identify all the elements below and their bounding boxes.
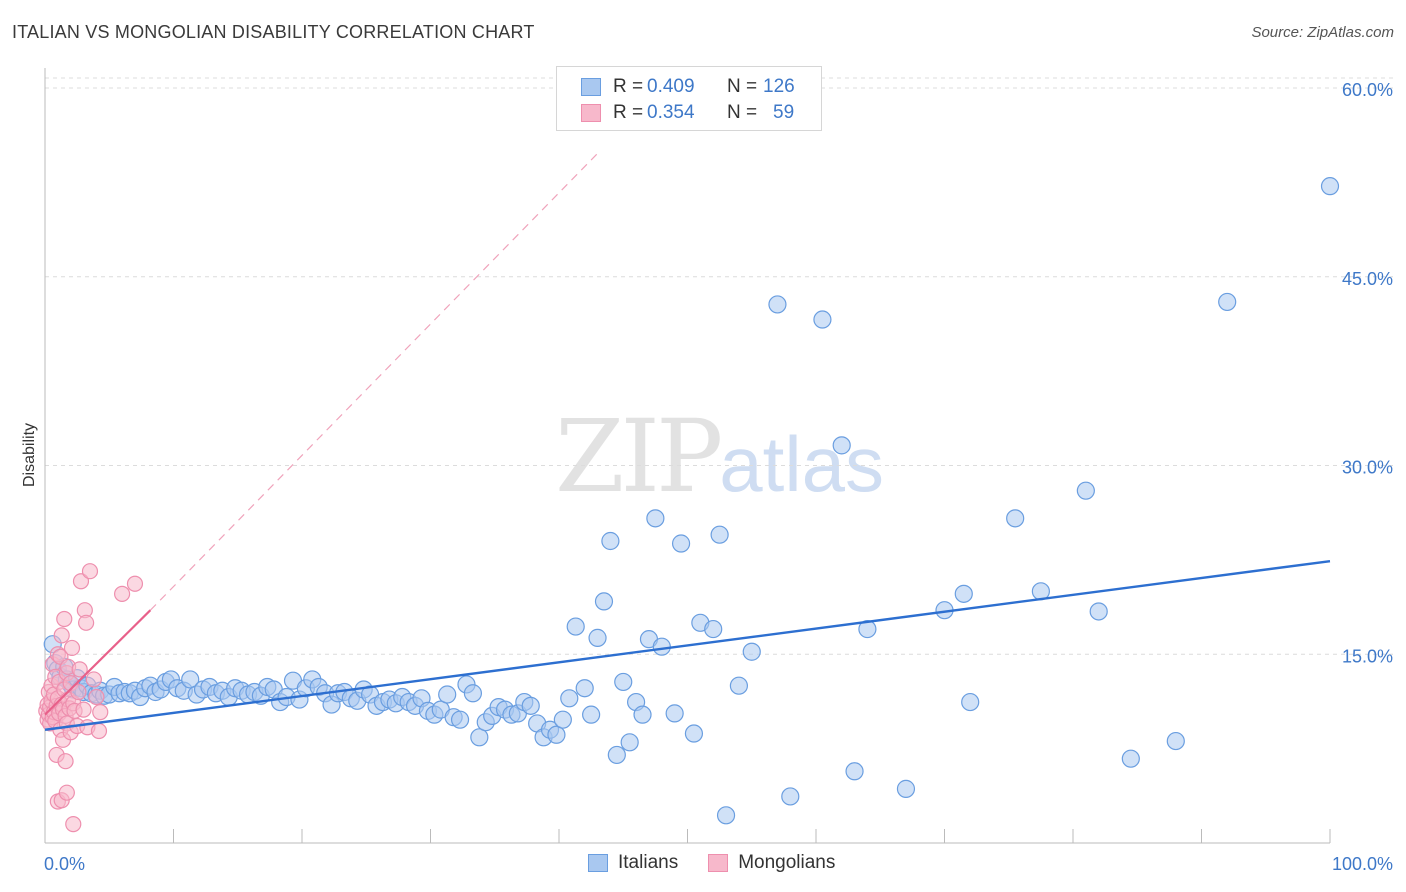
italians-point (1006, 509, 1025, 528)
italians-point (716, 806, 736, 825)
source-credit: Source: ZipAtlas.com (1251, 24, 1394, 41)
italians-point (646, 509, 665, 528)
italians-point (588, 628, 607, 647)
mongolians-point (56, 610, 73, 628)
italians-point (742, 642, 761, 661)
italians-point (961, 692, 980, 712)
italians-point (633, 705, 652, 724)
legend-row-italians: R = 0.409 N = 126 (581, 75, 795, 99)
mongolians-point (75, 701, 92, 718)
mongolians-point (71, 661, 88, 678)
italians-point (620, 733, 639, 752)
italians-point (438, 685, 457, 704)
n-value: 126 (763, 76, 795, 97)
italians-point (781, 787, 800, 806)
mongolians-point (63, 639, 81, 657)
legend-label-italians: Italians (618, 852, 679, 873)
n-label: N = (727, 102, 758, 123)
italians-point (547, 725, 566, 744)
italians-point (768, 295, 787, 314)
legend-item-italians: Italians (588, 852, 678, 874)
italians-point (652, 637, 671, 656)
italians-trend-line (44, 559, 1331, 731)
italians-point (896, 779, 916, 798)
italians-point (729, 676, 749, 695)
y-tick-label: 45.0% (1342, 269, 1393, 289)
italians-point (704, 619, 723, 639)
legend-row-mongolians: R = 0.354 N = 59 (581, 101, 794, 125)
italians-point (671, 534, 691, 553)
mongolians-point (92, 704, 109, 721)
italians-swatch (588, 854, 608, 872)
mongolians-point (126, 575, 144, 592)
watermark-atlas: atlas (719, 420, 885, 508)
italians-point (1076, 481, 1095, 500)
italians-point (1089, 602, 1108, 621)
italians-point (684, 724, 704, 743)
italians-swatch (581, 78, 601, 96)
legend-label-mongolians: Mongolians (738, 852, 836, 873)
mongolians-trend-line (44, 609, 152, 716)
italians-point (614, 672, 633, 692)
mongolians-point (57, 753, 74, 770)
mongolians-point (65, 816, 82, 833)
mongolians-point (78, 614, 95, 631)
mongolians-point (90, 722, 108, 740)
mongolians-point (85, 671, 102, 688)
italians-point (665, 704, 684, 723)
series-legend: Italians Mongolians (588, 852, 865, 874)
mongolians-point (58, 784, 75, 801)
correlation-legend: R = 0.409 N = 126 R = 0.354 N = 59 (556, 66, 822, 131)
italians-point (1121, 749, 1140, 768)
italians-point (594, 592, 614, 611)
y-axis-label: Disability (21, 423, 38, 487)
italians-point (1166, 731, 1185, 751)
italians-point (607, 745, 626, 765)
chart-title: ITALIAN VS MONGOLIAN DISABILITY CORRELAT… (12, 22, 535, 42)
y-tick-label: 30.0% (1342, 458, 1393, 478)
mongolians-swatch (708, 854, 729, 872)
watermark: ZIPatlas (555, 398, 884, 515)
y-tick-label: 15.0% (1342, 646, 1393, 666)
italians-point (601, 531, 620, 551)
italians-point (575, 679, 594, 698)
n-label: N = (727, 76, 758, 97)
italians-point (181, 670, 200, 689)
italians-point (450, 710, 470, 729)
mongolians-point (72, 573, 90, 590)
n-value: 59 (773, 102, 795, 123)
mongolians-point (88, 688, 105, 706)
italians-point (463, 684, 483, 703)
italians-point (470, 728, 489, 747)
italians-point (553, 710, 572, 729)
italians-point (560, 689, 579, 708)
italians-point (1320, 177, 1340, 196)
x-tick-label-max: 100.0% (1332, 854, 1393, 874)
italians-point (566, 617, 585, 636)
x-tick-label-min: 0.0% (44, 854, 85, 874)
r-label: R = (613, 102, 644, 123)
italians-point (832, 436, 851, 455)
mongolians-point (53, 627, 70, 644)
italians-point (521, 696, 540, 715)
legend-item-mongolians: Mongolians (708, 852, 835, 874)
watermark-zip: ZIP (555, 398, 723, 515)
italians-point (582, 705, 601, 724)
italians-point (858, 619, 877, 639)
italians-point (845, 762, 864, 781)
italians-point (1218, 292, 1237, 312)
italians-point (710, 525, 729, 544)
mongolians-trend-extension (149, 153, 598, 611)
r-value: 0.409 (647, 76, 695, 97)
italians-point (954, 584, 973, 603)
mongolians-point (70, 683, 87, 701)
mongolians-swatch (581, 104, 601, 122)
r-value: 0.354 (647, 102, 695, 123)
italians-point (813, 310, 832, 329)
r-label: R = (613, 76, 644, 97)
mongolians-point (113, 585, 131, 602)
y-tick-label: 60.0% (1342, 80, 1393, 100)
mongolians-point (81, 563, 99, 580)
